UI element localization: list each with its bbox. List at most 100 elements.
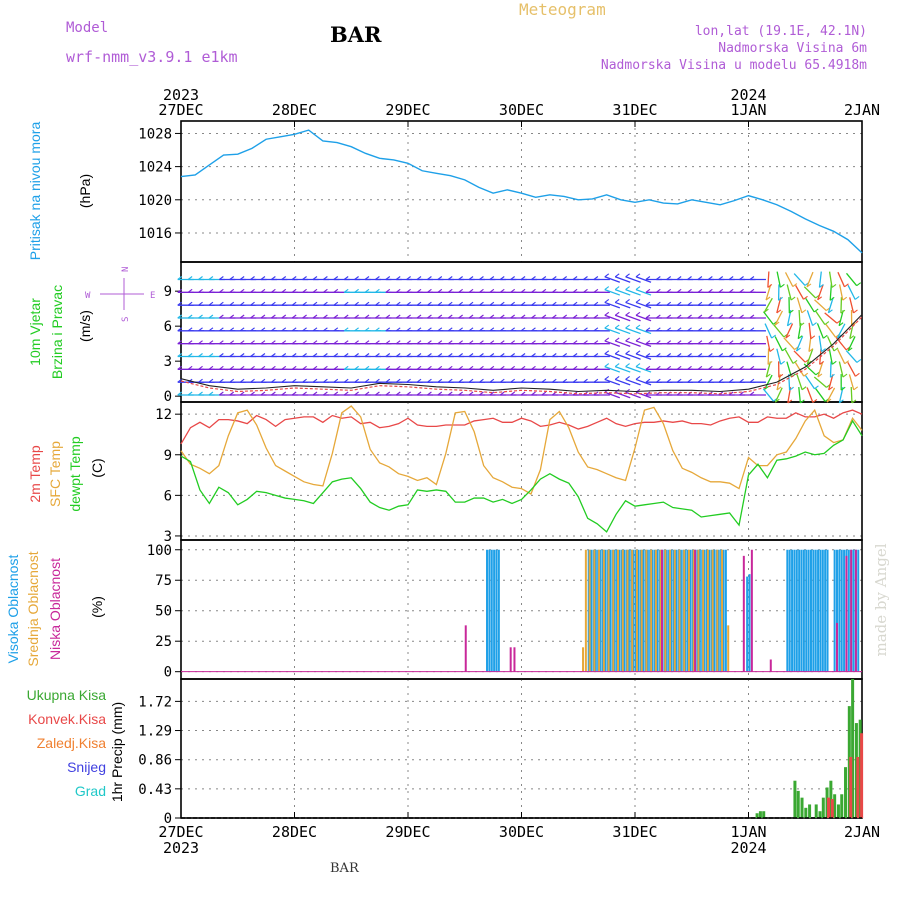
wind-barb [614, 276, 631, 283]
wind-barb-head [229, 378, 235, 383]
wind-barb-head [489, 391, 495, 396]
wind-barb-head [635, 363, 641, 368]
cloud-bar [654, 549, 657, 672]
wind-barb-head [645, 288, 651, 293]
wind-barb [776, 271, 782, 288]
cloud-bar [659, 549, 662, 672]
wind-barb-head [840, 386, 846, 391]
y-tick-label: 0 [164, 665, 172, 681]
wind-barb-head [572, 378, 578, 383]
wind-barb-head [572, 340, 578, 345]
wind-barb [604, 378, 621, 386]
wind-barb-head [541, 340, 547, 345]
wind-barb-head [312, 314, 318, 319]
y-tick-label: 1024 [138, 160, 172, 176]
wind-barb [786, 284, 792, 301]
precip-legend-item: Zaledj.Kisa [37, 735, 106, 751]
wind-barb-head [406, 327, 411, 332]
wind-barb-head [614, 286, 620, 291]
wind-barb-head [799, 322, 805, 327]
wind-barb-head [208, 353, 214, 357]
wind-barb-head [364, 378, 370, 383]
cloud-bar [670, 549, 673, 672]
wind-barb-head [447, 365, 453, 370]
wind-barb [850, 386, 853, 404]
wind-barb-head [458, 340, 463, 345]
wind-barb-head [778, 296, 783, 301]
wind-barb-head [479, 365, 484, 370]
cloud-bar [698, 549, 701, 672]
wind-barb-head [520, 276, 526, 280]
wind-barb [796, 374, 803, 390]
cloud-bar [812, 549, 815, 672]
cloud-bar [826, 549, 829, 672]
wind-barb-head [427, 314, 432, 319]
wind-barb-head [645, 340, 651, 345]
cloud-bar [608, 549, 611, 672]
wind-barb-head [551, 378, 557, 383]
wind-barb-head [769, 348, 775, 352]
wind-barb-head [375, 391, 380, 396]
wind-barb-head [406, 340, 411, 345]
wind-barb [826, 336, 835, 352]
wind-barb-head [499, 365, 505, 370]
wind-barb-head [333, 365, 339, 370]
bottom-day-label: 2JAN [844, 823, 880, 841]
wind-barb-head [437, 288, 443, 293]
wind-barb [614, 353, 631, 360]
wind-barb-head [749, 365, 755, 370]
cloud-bar [635, 549, 638, 672]
cloud-bar [814, 549, 817, 672]
cloud-bar [464, 625, 467, 672]
wind-barb-head [323, 301, 328, 306]
wind-barb-head [562, 353, 568, 357]
wind-barb-head [718, 340, 724, 345]
wind-barb-head [797, 335, 803, 340]
y-tick-label: 1.29 [138, 724, 172, 740]
bottom-day-label: 27DEC [158, 823, 203, 841]
cloud-bar [717, 549, 720, 672]
wind-barb-head [728, 276, 734, 280]
wind-barb-head [810, 335, 816, 340]
wind-barb-head [323, 340, 328, 345]
wind-barb-head [655, 378, 661, 383]
wind-barb [824, 312, 838, 324]
wind-barb-head [177, 327, 183, 332]
wind-barb-head [323, 353, 328, 357]
wind-barb-head [499, 340, 505, 345]
wind-barb-head [842, 296, 848, 301]
wind-barb-head [708, 314, 713, 319]
wind-barb [767, 271, 770, 288]
wind-barb-head [708, 378, 713, 383]
wind-barb-head [333, 327, 339, 332]
cloud-bar [584, 549, 587, 672]
wind-barb-head [479, 314, 484, 319]
wind-barb-head [447, 378, 453, 383]
wind-barb-head [375, 365, 380, 370]
wind-barb-head [208, 391, 214, 396]
wind-barb-head [604, 324, 610, 329]
y-tick-label: 1028 [138, 126, 172, 142]
wind-barb-head [819, 361, 825, 365]
cloud-bar [854, 549, 857, 672]
y-tick-label: 6 [164, 319, 172, 335]
wind-barb-head [749, 327, 755, 332]
sfc-temp-line [180, 405, 863, 495]
wind-barb-head [813, 308, 819, 313]
wind-barb-head [229, 288, 235, 293]
wind-barb [798, 386, 802, 404]
wind-barb-head [239, 301, 245, 306]
wind-barb-head [531, 276, 536, 280]
precip-bar [830, 799, 834, 818]
wind-barb-head [250, 391, 255, 396]
temp-legend-2m: 2m Temp [27, 445, 43, 503]
wind-barb-head [749, 314, 755, 319]
wind-barb-head [728, 340, 734, 345]
wind-barb-head [604, 375, 610, 380]
wind-barb-head [479, 276, 484, 280]
wind-barb [774, 336, 783, 352]
wind-barb [604, 301, 621, 309]
wind-barb-head [739, 327, 744, 332]
pressure-legend: Pritisak na nivou mora [27, 122, 43, 261]
wind-barb [635, 353, 652, 360]
